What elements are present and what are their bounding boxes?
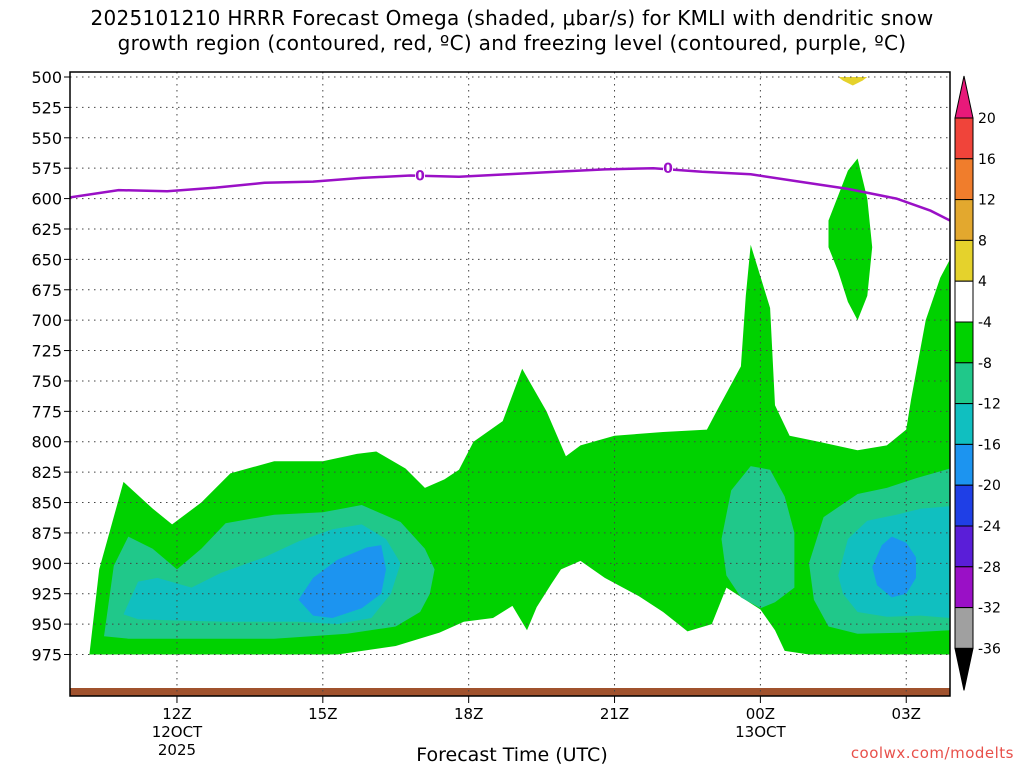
colorbar-label-4: 4 bbox=[978, 274, 987, 290]
y-tick-label-875: 875 bbox=[31, 524, 62, 543]
y-tick-label-725: 725 bbox=[31, 342, 62, 361]
colorbar-swatch-4 bbox=[954, 239, 974, 282]
freezing-level-label-0: 0 bbox=[415, 168, 425, 184]
credit-link[interactable]: coolwx.com/modelts bbox=[850, 744, 1014, 762]
colorbar-swatch-11 bbox=[954, 525, 974, 568]
colorbar-label-8: -16 bbox=[978, 437, 1001, 453]
colorbar-label-13: -36 bbox=[978, 641, 1001, 657]
y-tick-label-900: 900 bbox=[31, 554, 62, 573]
colorbar-label-12: -32 bbox=[978, 601, 1001, 617]
y-tick-label-925: 925 bbox=[31, 585, 62, 604]
omega-region-9 bbox=[838, 77, 868, 86]
colorbar-label-2: 12 bbox=[978, 193, 996, 209]
colorbar-swatch-2 bbox=[954, 158, 974, 201]
y-tick-label-600: 600 bbox=[31, 190, 62, 209]
y-tick-label-825: 825 bbox=[31, 463, 62, 482]
x-tick-label-18Z: 18Z bbox=[454, 705, 483, 723]
y-tick-label-500: 500 bbox=[31, 68, 62, 87]
y-tick-label-950: 950 bbox=[31, 615, 62, 634]
x-tick-label-12Z: 12Z bbox=[162, 705, 191, 723]
x-tick-year-12Z: 2025 bbox=[158, 741, 196, 759]
colorbar-label-9: -20 bbox=[978, 478, 1001, 494]
colorbar-label-7: -12 bbox=[978, 397, 1001, 413]
ground-surface bbox=[70, 688, 950, 696]
y-axis: 500 525 550 575 600 625 650 675 700 725 750 775 800 8… bbox=[31, 68, 70, 665]
y-tick-label-800: 800 bbox=[31, 433, 62, 452]
x-tick-date-12Z: 12OCT bbox=[152, 723, 203, 741]
chart-title: 2025101210 HRRR Forecast Omega (shaded, … bbox=[0, 6, 1024, 56]
y-tick-label-525: 525 bbox=[31, 98, 62, 117]
grid-lines bbox=[70, 72, 950, 696]
colorbar-swatch-1 bbox=[954, 117, 974, 160]
colorbar-swatch-8 bbox=[954, 403, 974, 445]
colorbar-label-11: -28 bbox=[978, 560, 1001, 576]
freezing-level-line bbox=[70, 166, 950, 222]
freezing-label-bg-0 bbox=[415, 167, 426, 184]
freezing-label-bg-1 bbox=[663, 160, 674, 177]
colorbar-label-5: -4 bbox=[978, 315, 992, 331]
colorbar-swatch-5 bbox=[954, 280, 974, 323]
colorbar-swatch-14 bbox=[954, 647, 974, 691]
colorbar-swatch-9 bbox=[954, 443, 974, 486]
y-tick-label-850: 850 bbox=[31, 494, 62, 513]
colorbar-swatch-3 bbox=[954, 199, 974, 241]
y-tick-label-750: 750 bbox=[31, 372, 62, 391]
colorbar-swatch-0 bbox=[954, 75, 974, 119]
y-tick-label-700: 700 bbox=[31, 311, 62, 330]
colorbar-swatch-7 bbox=[954, 362, 974, 405]
x-tick-date-00Z: 13OCT bbox=[735, 723, 786, 741]
colorbar-label-10: -24 bbox=[978, 519, 1001, 535]
colorbar-swatch-12 bbox=[954, 566, 974, 609]
colorbar-label-0: 20 bbox=[978, 111, 996, 127]
y-tick-label-775: 775 bbox=[31, 402, 62, 421]
plot-frame bbox=[69, 71, 951, 697]
colorbar-swatch-13 bbox=[954, 607, 974, 649]
x-tick-label-15Z: 15Z bbox=[308, 705, 337, 723]
omega-region-3 bbox=[721, 466, 795, 609]
chart-title-line2: growth region (contoured, red, ºC) and f… bbox=[117, 31, 907, 55]
omega-region-8 bbox=[872, 536, 916, 598]
chart-title-line1: 2025101210 HRRR Forecast Omega (shaded, … bbox=[90, 6, 934, 30]
y-tick-label-675: 675 bbox=[31, 281, 62, 300]
colorbar-label-6: -8 bbox=[978, 356, 992, 372]
colorbar: 20 16 12 8 4 -4 -8 -12 -16 -20 -24 -28 -32 -36 bbox=[954, 75, 1001, 691]
omega-shaded-regions bbox=[89, 77, 950, 655]
y-tick-label-550: 550 bbox=[31, 129, 62, 148]
freezing-level-label-1: 0 bbox=[663, 161, 673, 177]
y-tick-label-975: 975 bbox=[31, 646, 62, 665]
x-axis-label: Forecast Time (UTC) bbox=[416, 744, 608, 766]
x-tick-label-00Z: 00Z bbox=[746, 705, 775, 723]
omega-region-1 bbox=[828, 158, 873, 321]
y-tick-label-625: 625 bbox=[31, 220, 62, 239]
colorbar-swatch-6 bbox=[954, 321, 974, 364]
colorbar-label-1: 16 bbox=[978, 152, 996, 168]
x-tick-label-21Z: 21Z bbox=[600, 705, 629, 723]
colorbar-swatch-10 bbox=[954, 484, 974, 527]
y-tick-label-575: 575 bbox=[31, 159, 62, 178]
y-tick-label-650: 650 bbox=[31, 250, 62, 269]
x-tick-label-03Z: 03Z bbox=[892, 705, 921, 723]
colorbar-label-3: 8 bbox=[978, 233, 987, 249]
